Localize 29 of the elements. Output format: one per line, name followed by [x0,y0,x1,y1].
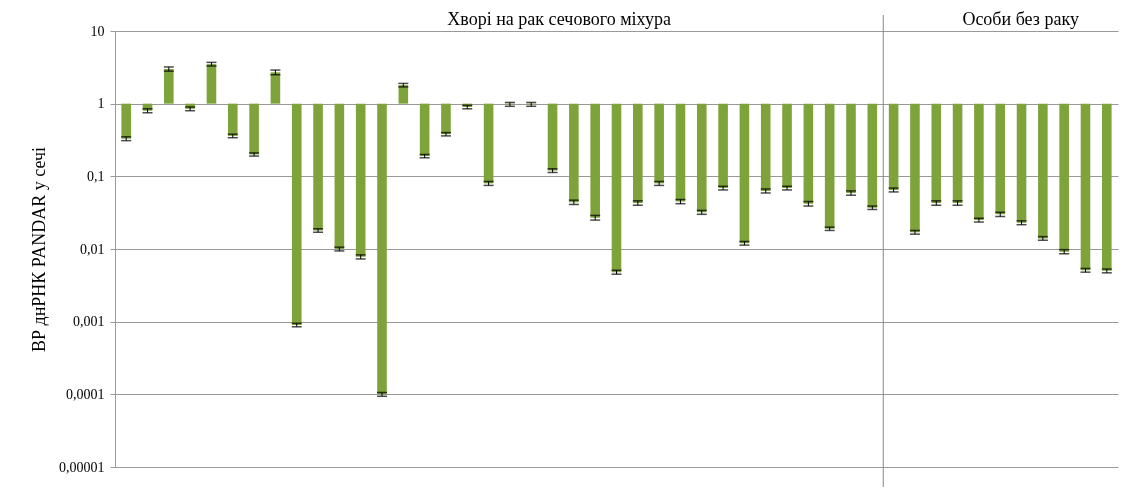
bar [121,103,131,139]
bar [419,103,430,157]
y-tick-label: 1 [97,96,105,112]
bar [1016,103,1027,223]
bar [249,103,259,155]
bar [718,103,728,189]
y-axis-title: ВР днРНК PANDAR у сечі [29,147,49,352]
text: Хворі на рак сечового міхура [447,9,671,29]
bar [1038,103,1048,239]
bar [1080,103,1091,271]
bar [547,103,558,171]
bar [206,64,217,104]
text: Особи без раку [962,9,1079,29]
bar [824,103,835,229]
bar [867,103,878,208]
bar [782,103,792,189]
y-tick-label: 0,1 [87,168,105,184]
bar [227,103,238,136]
bar [739,103,750,244]
y-tick-label: 0,001 [73,314,105,330]
bar [974,103,984,221]
y-tick-label: 10 [90,23,105,39]
bar [910,103,920,233]
y-tick-label: 0,00001 [59,459,105,475]
y-tick-label: 0,0001 [66,386,105,402]
bar [441,103,451,135]
bar [611,103,622,273]
bar [313,103,323,231]
y-tick-label: 0,01 [80,241,105,257]
